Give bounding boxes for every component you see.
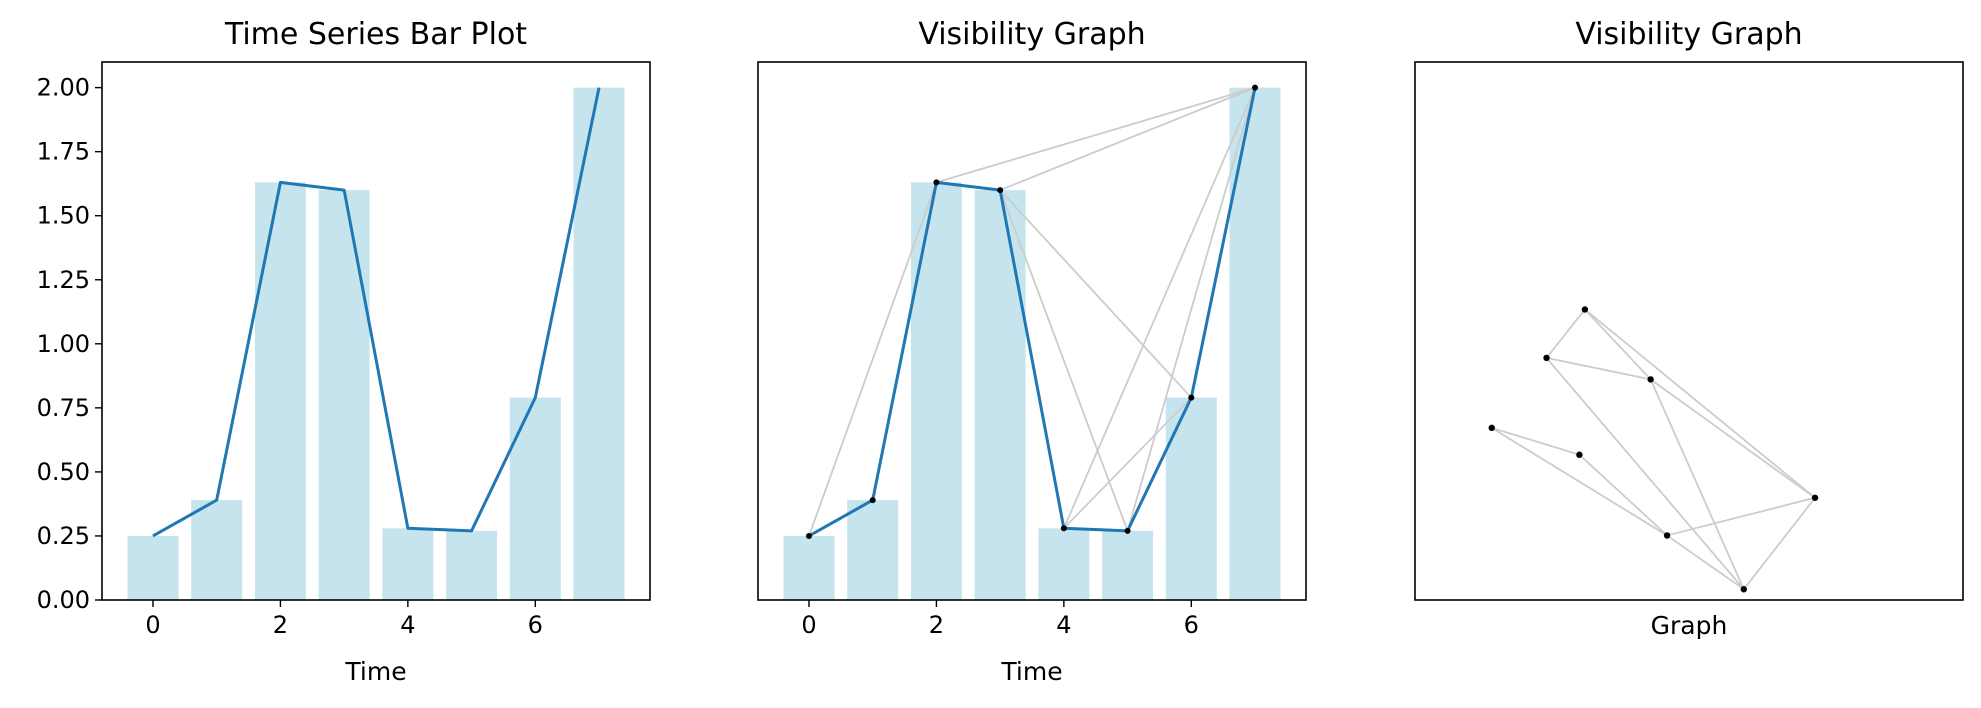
x-axis-label: Time xyxy=(1000,657,1062,686)
bar xyxy=(974,190,1026,600)
graph-node xyxy=(1663,532,1671,539)
graph-edge xyxy=(1546,357,1651,381)
bar xyxy=(1102,530,1154,600)
visibility-edge xyxy=(1063,87,1256,529)
y-tick-label: 0.00 xyxy=(37,586,90,614)
x-tick-label: 0 xyxy=(801,611,816,639)
x-tick-label: 0 xyxy=(145,611,160,639)
chart-title: Visibility Graph xyxy=(1575,17,1802,52)
panel-visibility-bars: Visibility Graph 0 2 4 6 Time xyxy=(757,17,1307,686)
bar xyxy=(254,182,306,600)
x-tick-label: 6 xyxy=(1184,611,1199,639)
bar xyxy=(318,190,370,600)
bar xyxy=(1165,397,1217,600)
data-point xyxy=(805,532,812,539)
graph-edge xyxy=(1584,308,1816,499)
bar xyxy=(191,500,243,600)
x-tick-label: 4 xyxy=(400,611,415,639)
y-tick-label: 2.00 xyxy=(37,74,90,102)
visibility-edge xyxy=(999,189,1129,532)
y-tick-label: 1.50 xyxy=(37,202,90,230)
data-point xyxy=(1124,527,1131,534)
series-line xyxy=(152,87,601,538)
visibility-edge xyxy=(1063,396,1192,529)
y-tick-label: 1.75 xyxy=(37,138,90,166)
bar xyxy=(446,530,498,600)
graph-edge xyxy=(1649,379,1745,590)
y-tick-label: 0.75 xyxy=(37,394,90,422)
visibility-edge xyxy=(1126,87,1256,532)
graph-node xyxy=(1543,354,1550,362)
visibility-edge xyxy=(999,86,1256,191)
graph-edge xyxy=(1545,308,1586,359)
visibility-edge xyxy=(936,86,1256,184)
graph-node xyxy=(1740,586,1748,593)
bar xyxy=(573,87,625,601)
y-tick-label: 1.25 xyxy=(37,266,90,294)
graph-edge xyxy=(1578,454,1668,537)
x-tick-label: 2 xyxy=(929,611,944,639)
bar xyxy=(847,500,899,600)
y-tick-label: 1.00 xyxy=(37,330,90,358)
y-tick-label: 0.50 xyxy=(37,458,90,486)
bar xyxy=(783,535,835,600)
panel-network-graph: Visibility Graph Graph xyxy=(1414,17,1964,640)
data-point xyxy=(1188,394,1195,401)
data-point xyxy=(933,179,940,186)
panel-time-series: Time Series Bar Plot 0 2 4 6 0.00 0.25 0.50 0.… xyxy=(37,17,651,686)
data-point xyxy=(869,497,876,504)
axes-frame xyxy=(757,61,1307,601)
graph-node xyxy=(1576,451,1583,458)
bar xyxy=(382,528,434,600)
bar xyxy=(127,535,179,600)
data-point xyxy=(1060,525,1067,532)
x-tick-label: 4 xyxy=(1056,611,1071,639)
axes-frame xyxy=(101,61,651,601)
x-axis-label: Time xyxy=(344,657,406,686)
graph-edge xyxy=(1666,534,1745,590)
graph-node xyxy=(1647,376,1654,383)
graph-edge xyxy=(1743,497,1816,590)
bar xyxy=(910,182,962,600)
visibility-edge xyxy=(808,182,938,537)
graph-node xyxy=(1811,494,1819,501)
x-tick-label: 2 xyxy=(273,611,288,639)
data-point xyxy=(997,187,1004,194)
series-line xyxy=(808,87,1257,538)
bar xyxy=(509,397,561,600)
graph-edge xyxy=(1491,426,1580,456)
graph-node xyxy=(1488,424,1495,432)
data-point xyxy=(1252,84,1259,91)
bar xyxy=(1229,87,1281,601)
graph-edge xyxy=(1545,357,1745,590)
chart-title: Time Series Bar Plot xyxy=(224,17,527,52)
graph-edge xyxy=(1666,496,1816,537)
x-axis-label: Graph xyxy=(1651,611,1728,640)
x-tick-label: 6 xyxy=(528,611,543,639)
bar xyxy=(1038,528,1090,600)
axes-frame xyxy=(1414,61,1964,601)
graph-edge xyxy=(1650,378,1816,499)
chart-title: Visibility Graph xyxy=(918,17,1145,52)
graph-node xyxy=(1581,306,1589,313)
y-tick-label: 0.25 xyxy=(37,522,90,550)
graph-edge xyxy=(1584,308,1652,381)
graph-edge xyxy=(1491,427,1668,537)
visibility-edge xyxy=(999,189,1192,399)
